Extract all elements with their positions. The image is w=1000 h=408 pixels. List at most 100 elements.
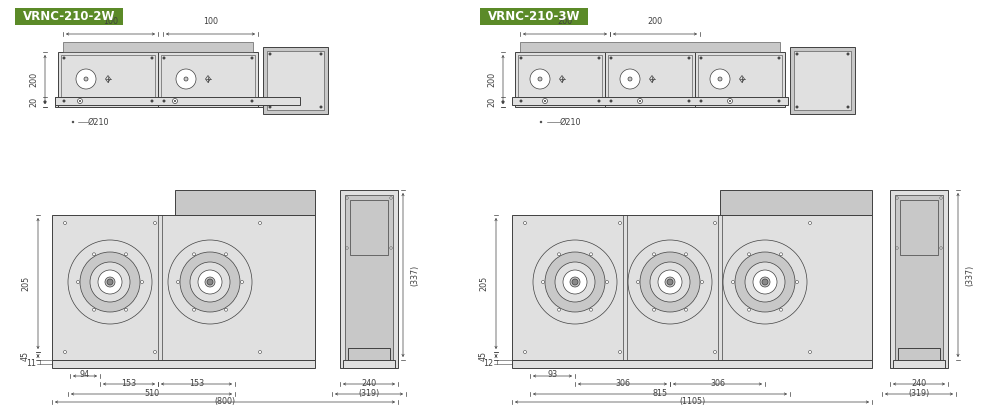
Circle shape [847, 53, 849, 55]
Circle shape [652, 308, 656, 311]
Circle shape [346, 247, 348, 249]
Circle shape [940, 247, 942, 249]
Circle shape [524, 350, 526, 353]
Circle shape [620, 69, 640, 89]
Circle shape [780, 253, 782, 256]
Bar [605, 52, 695, 107]
Circle shape [610, 57, 612, 59]
Bar [530, 352, 560, 360]
Circle shape [896, 197, 898, 199]
Circle shape [590, 308, 592, 311]
Bar [68, 352, 98, 360]
Bar [61, 55, 155, 104]
Circle shape [778, 57, 780, 59]
Circle shape [76, 281, 80, 284]
Circle shape [572, 279, 578, 285]
Circle shape [637, 281, 640, 284]
Circle shape [760, 277, 770, 287]
Circle shape [762, 279, 768, 285]
Circle shape [796, 53, 798, 55]
Circle shape [688, 57, 690, 59]
Circle shape [555, 262, 595, 302]
Circle shape [723, 240, 807, 324]
Circle shape [163, 57, 165, 59]
Text: (319): (319) [358, 389, 380, 398]
Circle shape [533, 240, 617, 324]
Text: 11: 11 [26, 359, 36, 368]
Circle shape [78, 98, 82, 104]
Text: 200: 200 [487, 72, 496, 87]
Text: 240: 240 [361, 379, 377, 388]
Circle shape [524, 222, 526, 224]
Circle shape [847, 106, 849, 108]
Bar [58, 52, 158, 107]
Circle shape [124, 253, 128, 256]
Circle shape [251, 57, 253, 59]
Circle shape [640, 252, 700, 312]
Circle shape [151, 100, 153, 102]
Circle shape [710, 69, 730, 89]
Circle shape [652, 253, 656, 256]
Circle shape [808, 350, 812, 353]
Text: 240: 240 [911, 379, 927, 388]
Bar [715, 352, 745, 360]
Bar [620, 352, 650, 360]
Circle shape [718, 77, 722, 81]
Circle shape [198, 270, 222, 294]
Text: 205: 205 [21, 276, 30, 291]
Circle shape [224, 308, 228, 311]
Circle shape [390, 247, 392, 249]
Bar [480, 8, 588, 25]
Circle shape [563, 270, 587, 294]
Circle shape [530, 69, 550, 89]
Circle shape [610, 100, 612, 102]
Bar [350, 200, 388, 255]
Bar [608, 55, 692, 104]
Circle shape [192, 253, 196, 256]
Circle shape [545, 252, 605, 312]
Text: 200: 200 [557, 17, 573, 26]
Circle shape [240, 281, 244, 284]
Circle shape [176, 69, 196, 89]
Bar [158, 52, 258, 107]
Circle shape [320, 53, 322, 55]
Bar [900, 200, 938, 255]
Text: Ø210: Ø210 [88, 118, 110, 126]
Text: 100: 100 [103, 17, 118, 26]
Circle shape [808, 222, 812, 224]
Text: VRNC-210-2W: VRNC-210-2W [23, 10, 115, 23]
Text: (319): (319) [908, 389, 930, 398]
Circle shape [728, 98, 732, 104]
Bar [348, 348, 390, 368]
Circle shape [92, 253, 95, 256]
Circle shape [598, 57, 600, 59]
Bar [55, 97, 300, 107]
Circle shape [590, 253, 592, 256]
Bar [794, 51, 851, 110]
Bar [15, 8, 123, 25]
Bar [518, 55, 602, 104]
Circle shape [745, 262, 785, 302]
Circle shape [638, 98, 642, 104]
Circle shape [207, 279, 213, 285]
Circle shape [748, 253, 750, 256]
Bar [343, 360, 395, 368]
Circle shape [684, 253, 688, 256]
Text: Ø210: Ø210 [560, 118, 582, 126]
Circle shape [729, 100, 731, 102]
Circle shape [639, 100, 641, 102]
Circle shape [732, 281, 734, 284]
Circle shape [780, 308, 782, 311]
Circle shape [269, 53, 271, 55]
Circle shape [173, 98, 178, 104]
Circle shape [154, 350, 156, 353]
Circle shape [558, 308, 560, 311]
Circle shape [258, 350, 262, 353]
Bar [340, 190, 398, 368]
Text: 20: 20 [487, 97, 496, 107]
Circle shape [618, 350, 622, 353]
Circle shape [224, 253, 228, 256]
Bar [263, 47, 328, 114]
Circle shape [68, 240, 152, 324]
Circle shape [598, 100, 600, 102]
